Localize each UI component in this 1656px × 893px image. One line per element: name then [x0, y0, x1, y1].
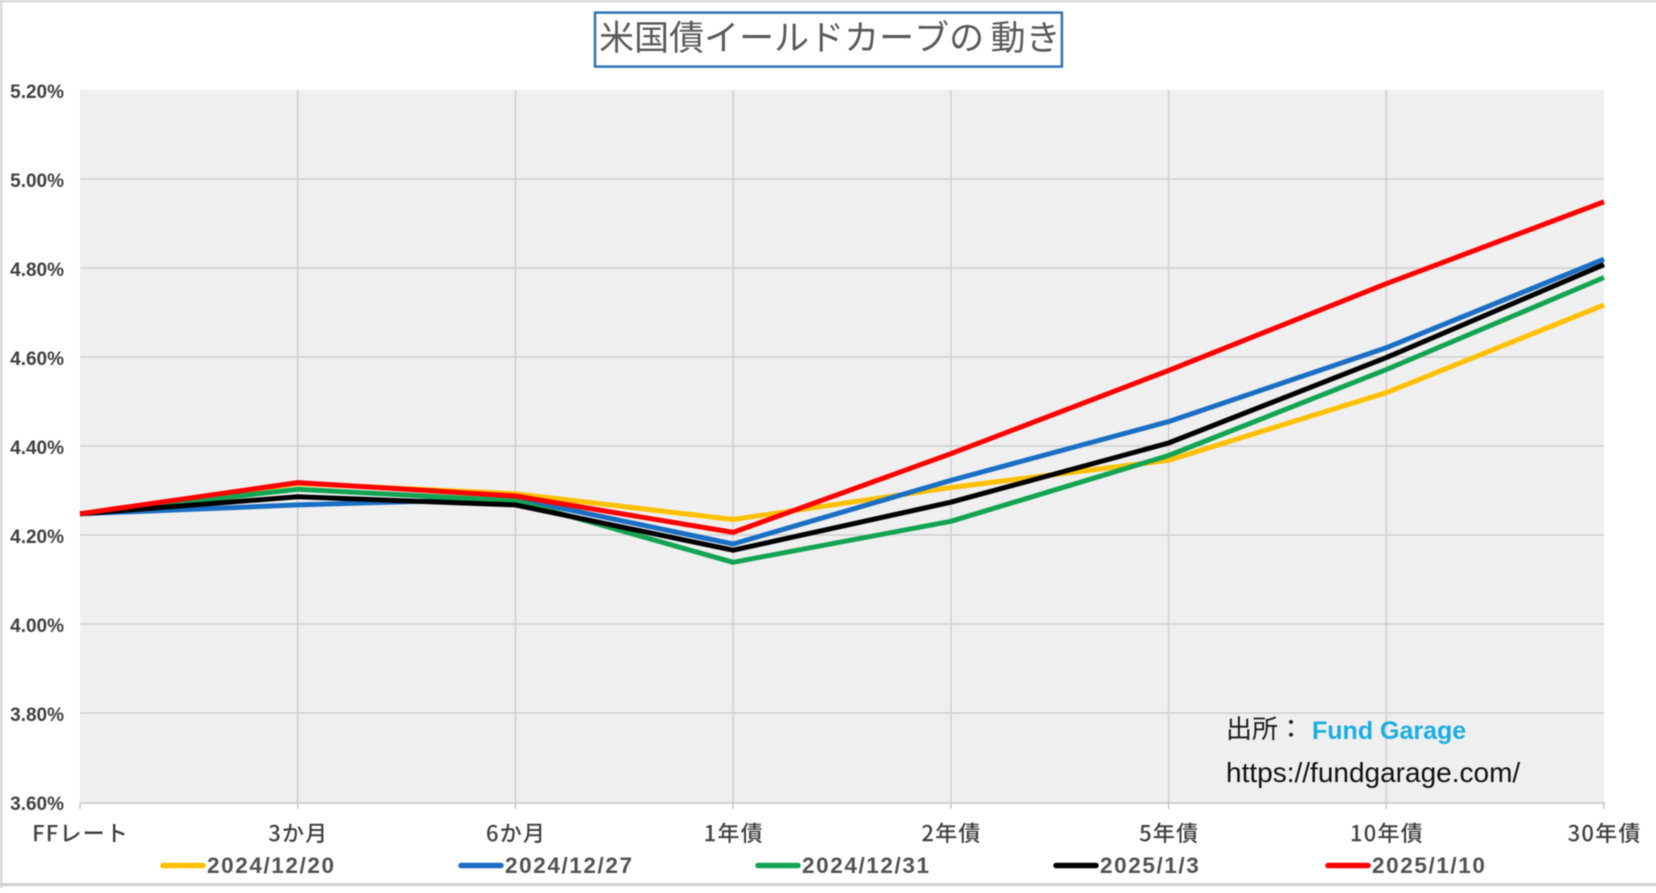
svg-text:3.80%: 3.80% — [10, 705, 64, 726]
svg-text:3.60%: 3.60% — [10, 794, 64, 815]
svg-text:5.20%: 5.20% — [10, 82, 64, 103]
svg-text:2024/12/27: 2024/12/27 — [505, 853, 634, 878]
svg-text:2024/12/20: 2024/12/20 — [207, 853, 336, 878]
svg-text:https://fundgarage.com/: https://fundgarage.com/ — [1226, 757, 1520, 788]
svg-text:Fund Garage: Fund Garage — [1312, 717, 1466, 745]
svg-text:4.20%: 4.20% — [10, 527, 64, 548]
svg-text:2025/1/3: 2025/1/3 — [1100, 853, 1200, 878]
svg-text:2025/1/10: 2025/1/10 — [1372, 853, 1487, 878]
svg-text:4.60%: 4.60% — [10, 349, 64, 370]
svg-text:2024/12/31: 2024/12/31 — [802, 853, 931, 878]
svg-text:4.00%: 4.00% — [10, 616, 64, 637]
svg-text:4.80%: 4.80% — [10, 260, 64, 281]
svg-text:5.00%: 5.00% — [10, 171, 64, 192]
svg-text:4.40%: 4.40% — [10, 438, 64, 459]
